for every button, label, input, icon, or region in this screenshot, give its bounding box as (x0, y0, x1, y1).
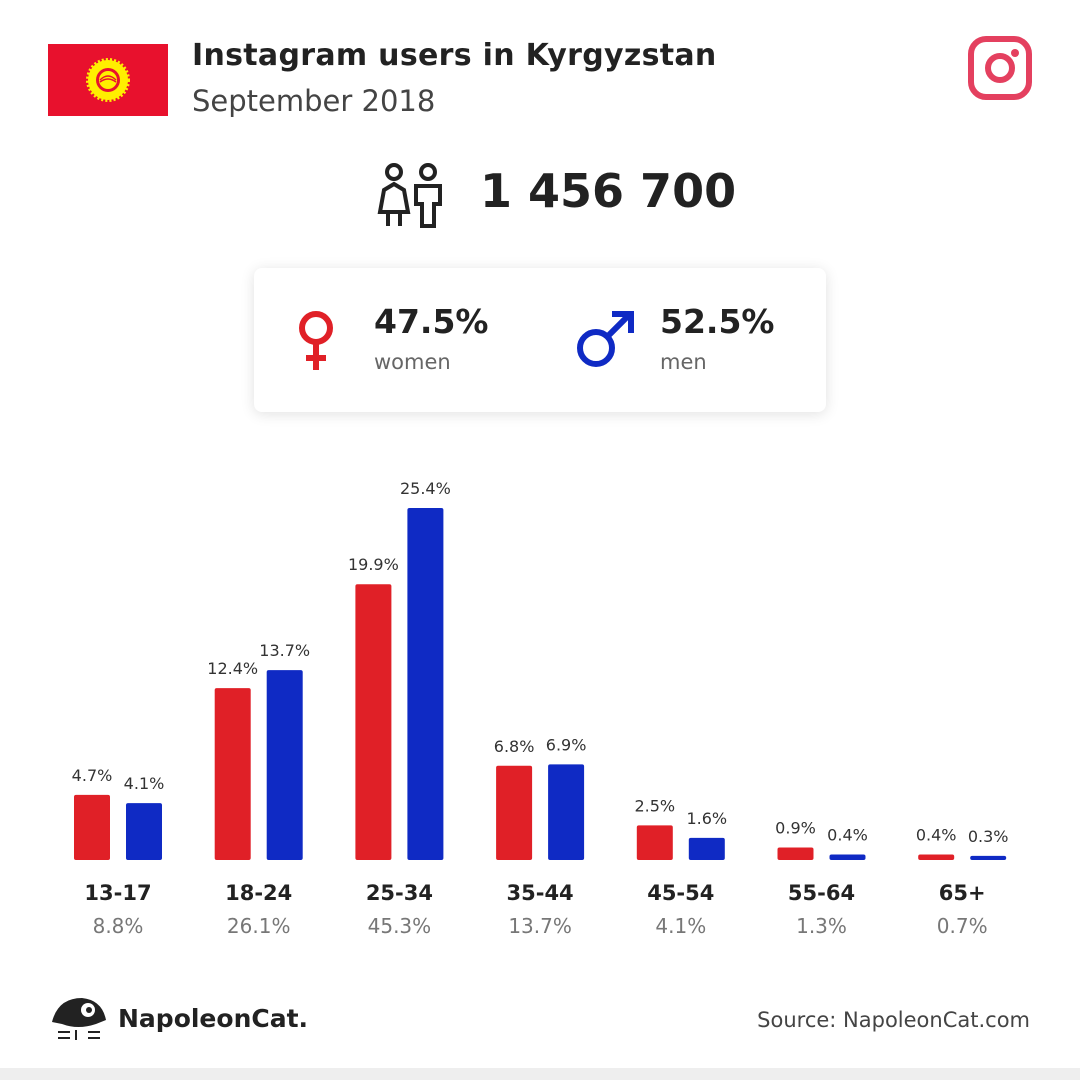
value-label: 13.7% (259, 641, 310, 660)
men-label: men (660, 350, 707, 374)
bottom-strip (0, 1068, 1080, 1080)
category-total: 8.8% (93, 914, 144, 938)
category-total: 0.7% (937, 914, 988, 938)
value-label: 1.6% (686, 809, 727, 828)
value-label: 2.5% (634, 796, 675, 815)
value-label: 19.9% (348, 555, 399, 574)
category-label: 25-34 (366, 881, 433, 905)
bar (355, 584, 392, 860)
category-label: 45-54 (647, 881, 714, 905)
bar (407, 508, 444, 860)
bar (636, 825, 673, 860)
value-label: 0.9% (775, 819, 816, 838)
category-total: 26.1% (227, 914, 291, 938)
brand: NapoleonCat. (118, 1004, 309, 1033)
male-icon (577, 311, 634, 367)
category-total: 1.3% (796, 914, 847, 938)
value-label: 12.4% (207, 659, 258, 678)
category-label: 18-24 (225, 881, 292, 905)
female-icon (299, 311, 333, 370)
category-total: 45.3% (368, 914, 432, 938)
value-label: 6.8% (494, 737, 535, 756)
women-label: women (374, 350, 451, 374)
bar (74, 794, 110, 860)
title: Instagram users in Kyrgyzstan (192, 38, 717, 73)
category-label: 35-44 (507, 881, 574, 905)
bar (214, 688, 251, 860)
subtitle: September 2018 (192, 84, 436, 118)
value-label: 4.7% (72, 766, 113, 785)
bar (496, 765, 533, 860)
bar (829, 854, 866, 860)
bar (548, 764, 585, 860)
napoleoncat-logo (52, 998, 106, 1040)
bar (126, 803, 162, 860)
category-label: 65+ (939, 881, 986, 905)
value-label: 4.1% (124, 774, 165, 793)
value-label: 0.4% (916, 825, 957, 844)
bar (266, 670, 303, 860)
bar-chart: 4.7% 4.1%13-178.8%12.4%13.7%18-2426.1%19.… (72, 479, 1009, 938)
instagram-icon (968, 36, 1032, 100)
value-label: 6.9% (546, 735, 587, 754)
women-percent: 47.5% (374, 302, 489, 341)
gender-card: 47.5% women 52.5% men (254, 268, 826, 412)
bar (777, 847, 814, 860)
value-label: 0.4% (827, 825, 868, 844)
category-total: 13.7% (508, 914, 572, 938)
bar (970, 855, 1007, 860)
total-users: 1 456 700 (480, 164, 737, 218)
category-label: 55-64 (788, 881, 855, 905)
people-icon (377, 163, 442, 228)
flag (48, 44, 168, 116)
source: Source: NapoleonCat.com (757, 1008, 1030, 1032)
bar (918, 854, 955, 860)
men-percent: 52.5% (660, 302, 775, 341)
category-total: 4.1% (655, 914, 706, 938)
value-label: 25.4% (400, 479, 451, 498)
bar (688, 837, 725, 860)
value-label: 0.3% (968, 827, 1009, 846)
category-label: 13-17 (84, 881, 151, 905)
